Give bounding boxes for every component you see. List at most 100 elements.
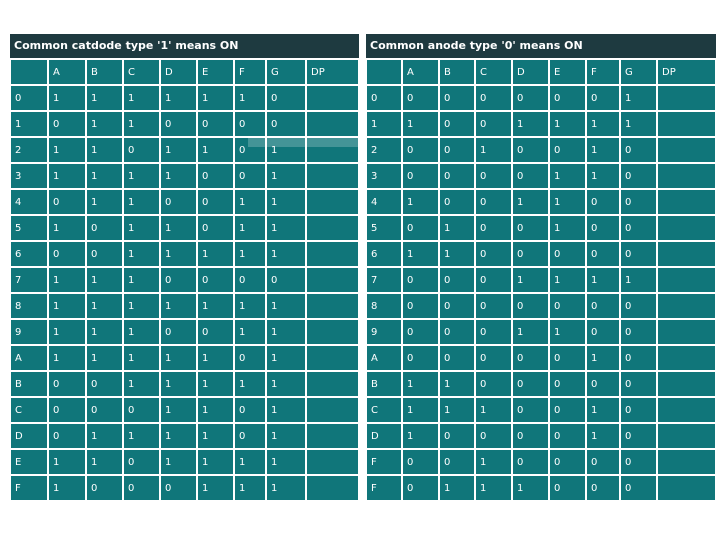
segment-cell: 1	[48, 85, 86, 111]
segment-cell: 0	[234, 137, 266, 163]
digit-cell: 4	[10, 189, 48, 215]
segment-cell: 0	[475, 241, 512, 267]
segment-cell: 0	[512, 449, 549, 475]
digit-cell: B	[366, 371, 402, 397]
digit-cell: F	[366, 475, 402, 501]
segment-cell: 0	[620, 449, 657, 475]
segment-cell: 1	[86, 345, 123, 371]
segment-cell: 1	[86, 111, 123, 137]
segment-cell: 0	[234, 163, 266, 189]
segment-cell: 1	[197, 475, 234, 501]
segment-cell	[306, 85, 359, 111]
segment-cell: 0	[586, 85, 620, 111]
segment-cell: 1	[475, 137, 512, 163]
segment-cell: 0	[402, 449, 439, 475]
segment-cell: 1	[123, 319, 160, 345]
segment-cell: 0	[512, 163, 549, 189]
segment-cell: 0	[86, 241, 123, 267]
segment-cell: 1	[197, 345, 234, 371]
segment-cell: 1	[123, 111, 160, 137]
segment-cell	[657, 163, 716, 189]
segment-cell: 1	[234, 189, 266, 215]
header-cell-d: D	[160, 59, 197, 85]
segment-cell: 0	[439, 111, 475, 137]
header-cell-g: G	[620, 59, 657, 85]
header-cell-f: F	[586, 59, 620, 85]
segment-cell: 0	[439, 449, 475, 475]
segment-cell: 1	[86, 267, 123, 293]
segment-cell: 0	[197, 189, 234, 215]
segment-cell: 1	[48, 267, 86, 293]
segment-cell: 0	[439, 137, 475, 163]
segment-cell	[657, 267, 716, 293]
segment-cell: 1	[48, 215, 86, 241]
segment-cell: 0	[549, 137, 586, 163]
segment-cell	[306, 371, 359, 397]
segment-cell: 1	[402, 189, 439, 215]
segment-cell: 1	[48, 475, 86, 501]
segment-cell: 0	[586, 241, 620, 267]
segment-cell: 0	[549, 371, 586, 397]
header-cell-dp: DP	[306, 59, 359, 85]
segment-cell	[306, 475, 359, 501]
segment-cell: 0	[48, 423, 86, 449]
segment-cell: 1	[266, 371, 306, 397]
segment-cell	[306, 241, 359, 267]
segment-cell: 0	[512, 423, 549, 449]
segment-cell	[657, 449, 716, 475]
segment-cell: 0	[620, 137, 657, 163]
segment-cell	[657, 423, 716, 449]
segment-cell: 1	[197, 293, 234, 319]
segment-cell: 0	[234, 345, 266, 371]
segment-cell: 0	[586, 189, 620, 215]
digit-cell: 0	[10, 85, 48, 111]
segment-cell: 1	[197, 371, 234, 397]
digit-cell: 1	[10, 111, 48, 137]
segment-cell: 1	[123, 241, 160, 267]
segment-cell: 0	[48, 371, 86, 397]
segment-cell: 0	[549, 345, 586, 371]
segment-cell	[657, 241, 716, 267]
segment-cell: 1	[586, 163, 620, 189]
digit-cell: 5	[10, 215, 48, 241]
segment-cell: 0	[620, 293, 657, 319]
header-cell-e: E	[549, 59, 586, 85]
segment-cell	[306, 163, 359, 189]
segment-cell: 1	[439, 215, 475, 241]
segment-cell: 0	[549, 449, 586, 475]
header-cell-b: B	[86, 59, 123, 85]
segment-cell: 0	[512, 137, 549, 163]
segment-cell: 0	[48, 111, 86, 137]
digit-cell: 6	[366, 241, 402, 267]
segment-cell: 0	[475, 189, 512, 215]
segment-cell	[306, 449, 359, 475]
segment-cell: 0	[86, 371, 123, 397]
digit-cell: 2	[366, 137, 402, 163]
segment-cell: 1	[402, 371, 439, 397]
digit-cell: C	[10, 397, 48, 423]
segment-cell: 0	[402, 345, 439, 371]
segment-cell: 1	[234, 319, 266, 345]
digit-cell: 0	[366, 85, 402, 111]
segment-cell	[657, 293, 716, 319]
segment-cell: 1	[266, 241, 306, 267]
header-cell-dp: DP	[657, 59, 716, 85]
segment-cell: 1	[549, 163, 586, 189]
segment-cell: 0	[197, 267, 234, 293]
segment-cell: 0	[475, 371, 512, 397]
common-cathode-title: Common catdode type '1' means ON	[10, 34, 359, 58]
segment-cell: 1	[266, 189, 306, 215]
segment-cell: 1	[123, 189, 160, 215]
segment-cell: 0	[234, 111, 266, 137]
digit-cell: 3	[10, 163, 48, 189]
header-cell-d: D	[512, 59, 549, 85]
segment-cell: 1	[123, 267, 160, 293]
segment-cell	[657, 111, 716, 137]
